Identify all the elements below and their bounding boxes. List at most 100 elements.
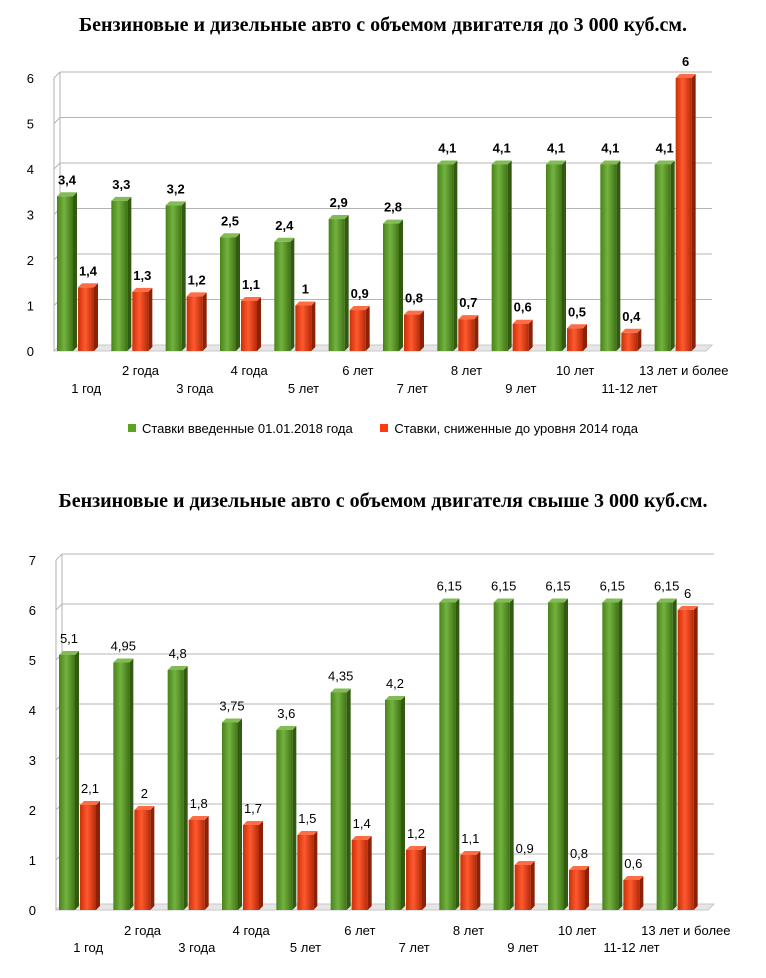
legend-item-series-2: Ставки, сниженные до уровня 2014 года — [380, 421, 638, 436]
data-label-series-1-8: 6,15 — [437, 579, 462, 594]
data-label-series-2-7: 1,2 — [407, 826, 425, 841]
data-label-series-2-4: 1,7 — [244, 801, 262, 816]
bar-series-1-3 — [165, 201, 186, 351]
bar-series-2-11 — [621, 328, 642, 351]
bar-series-1-9 — [493, 598, 514, 910]
bar-series-1-4 — [220, 233, 240, 351]
bar-series-1-3 — [167, 666, 188, 910]
legend-item-series-1: Ставки введенные 01.01.2018 года — [127, 421, 353, 436]
x-category-label: 3 года — [176, 381, 214, 396]
data-label-series-1-3: 3,2 — [167, 181, 185, 196]
bar-series-1-8 — [439, 598, 460, 910]
data-label-series-2-4: 1,1 — [242, 277, 260, 292]
x-category-label: 4 года — [231, 363, 269, 378]
bar-series-1-10 — [546, 160, 566, 351]
data-label-series-1-2: 3,3 — [112, 177, 130, 192]
bar-series-2-8 — [458, 315, 479, 351]
data-label-series-2-6: 1,4 — [353, 816, 371, 831]
data-label-series-1-2: 4,95 — [111, 639, 136, 654]
x-category-label: 1 год — [73, 940, 103, 955]
gridline-side — [53, 71, 61, 79]
x-category-label: 10 лет — [556, 363, 594, 378]
x-category-label: 8 лет — [451, 363, 482, 378]
x-category-label: 2 года — [122, 363, 160, 378]
data-label-series-1-5: 3,6 — [277, 706, 295, 721]
data-label-series-2-9: 0,6 — [514, 300, 532, 315]
y-tick-label: 5 — [29, 653, 36, 668]
bar-series-2-10 — [567, 324, 587, 351]
y-tick-label: 0 — [29, 903, 36, 918]
data-label-series-2-2: 2 — [141, 786, 148, 801]
gridline-side — [55, 553, 63, 561]
bar-series-2-12 — [675, 74, 696, 351]
bar-series-1-10 — [548, 598, 568, 910]
bar-series-2-12 — [677, 606, 698, 910]
y-tick-label: 3 — [27, 208, 34, 223]
data-label-series-2-11: 0,6 — [624, 856, 642, 871]
x-category-label: 7 лет — [399, 940, 430, 955]
y-tick-label: 2 — [27, 253, 34, 268]
bar-series-2-4 — [243, 821, 263, 910]
legend-swatch-green — [127, 424, 136, 432]
data-label-series-2-12: 6 — [684, 586, 691, 601]
bar-series-1-11 — [602, 598, 623, 910]
data-label-series-1-6: 2,9 — [330, 195, 348, 210]
x-category-label: 9 лет — [507, 940, 538, 955]
x-category-label: 8 лет — [453, 923, 484, 938]
data-label-series-2-5: 1,5 — [298, 811, 316, 826]
bar-series-2-4 — [241, 296, 261, 351]
bar-series-1-5 — [276, 726, 297, 910]
data-label-series-1-11: 4,1 — [601, 140, 619, 155]
data-label-series-1-7: 4,2 — [386, 676, 404, 691]
data-label-series-2-8: 0,7 — [459, 295, 477, 310]
data-label-series-2-3: 1,8 — [190, 796, 208, 811]
bar-series-2-2 — [132, 287, 153, 351]
bar-series-1-12 — [654, 160, 675, 351]
data-label-series-1-9: 6,15 — [491, 579, 516, 594]
data-label-series-1-9: 4,1 — [493, 140, 511, 155]
x-category-label: 13 лет и более — [639, 363, 728, 378]
bar-series-2-3 — [186, 292, 207, 351]
x-category-label: 11-12 лет — [603, 940, 659, 955]
bar-series-2-8 — [460, 851, 481, 910]
data-label-series-2-10: 0,8 — [570, 846, 588, 861]
bar-series-2-6 — [351, 836, 372, 910]
y-tick-label: 4 — [27, 162, 34, 177]
legend-swatch-red — [380, 424, 389, 432]
x-category-label: 11-12 лет — [601, 381, 657, 396]
bar-series-1-6 — [330, 688, 351, 910]
data-label-series-1-4: 2,5 — [221, 213, 239, 228]
x-category-label: 10 лет — [558, 923, 596, 938]
data-label-series-2-1: 1,4 — [79, 263, 98, 278]
data-label-series-1-12: 4,1 — [656, 140, 674, 155]
bar-series-2-9 — [512, 319, 533, 351]
data-label-series-2-9: 0,9 — [516, 841, 534, 856]
y-tick-label: 7 — [29, 553, 36, 568]
y-tick-label: 3 — [29, 753, 36, 768]
data-label-series-1-12: 6,15 — [654, 579, 679, 594]
bar-series-2-9 — [514, 861, 535, 910]
x-category-label: 5 лет — [290, 940, 321, 955]
bar-series-2-2 — [134, 806, 155, 910]
data-label-series-1-1: 3,4 — [58, 172, 77, 187]
x-category-label: 4 года — [233, 923, 271, 938]
data-label-series-2-10: 0,5 — [568, 304, 586, 319]
data-label-series-2-5: 1 — [302, 282, 309, 297]
bar-series-1-2 — [113, 658, 134, 910]
bar-series-1-11 — [600, 160, 621, 351]
y-tick-label: 6 — [29, 603, 36, 618]
chart-2-title: Бензиновые и дизельные авто с объемом дв… — [58, 490, 708, 512]
bar-series-1-1 — [59, 651, 79, 910]
bar-series-2-10 — [569, 866, 589, 910]
x-category-label: 13 лет и более — [641, 923, 730, 938]
x-category-label: 6 лет — [344, 923, 375, 938]
bar-series-2-11 — [623, 876, 644, 910]
y-tick-label: 6 — [27, 71, 34, 86]
bar-series-2-7 — [406, 846, 426, 910]
data-label-series-1-10: 6,15 — [545, 579, 570, 594]
y-tick-label: 1 — [29, 853, 36, 868]
data-label-series-2-3: 1,2 — [188, 272, 206, 287]
data-label-series-2-11: 0,4 — [622, 309, 641, 324]
data-label-series-1-5: 2,4 — [275, 218, 294, 233]
x-category-label: 3 года — [178, 940, 216, 955]
